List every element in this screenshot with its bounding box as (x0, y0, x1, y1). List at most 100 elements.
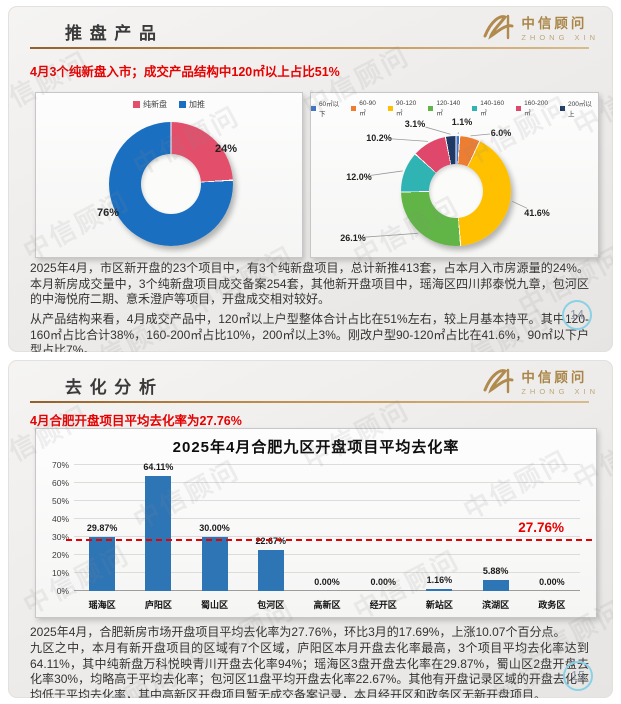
donut-panel-new-vs-additional: 纯新盘 加推 24% 76% (35, 92, 303, 258)
legend-label: 200㎡以上 (568, 101, 592, 118)
bar-column: 0.00% 经开区 (355, 465, 411, 610)
slide2-paragraph-2: 九区之中，本月有新开盘项目的区域有7个区域，庐阳区本月开盘去化率最高，3个项目平… (30, 641, 589, 698)
donut-leader-lines (363, 126, 528, 238)
legend-swatch (311, 105, 316, 111)
x-axis-category-label: 经开区 (369, 600, 397, 610)
legend-label: 60㎡以下 (318, 101, 340, 118)
x-axis-category-label: 高新区 (313, 600, 341, 610)
gridline (74, 572, 580, 573)
legend-swatch (133, 101, 140, 108)
bar-value-label: 0.00% (539, 577, 565, 587)
legend-swatch (516, 105, 522, 111)
donut-value-label: 24% (214, 143, 238, 155)
donut-value-label: 1.1% (451, 117, 473, 127)
donut-hole (429, 164, 483, 218)
legend-label: 90-120㎡ (396, 99, 417, 117)
title-underline (30, 47, 589, 49)
bar-chart-panel: 2025年4月合肥九区开盘项目平均去化率 0% 10% 20% 30% 40% 50% 60… (35, 428, 597, 618)
legend-swatch (388, 105, 393, 111)
bar (201, 537, 228, 591)
x-axis-category-label: 新站区 (425, 600, 453, 610)
y-axis-tick-label: 70% (51, 460, 69, 470)
gridline (74, 590, 580, 591)
legend-item: 160-200㎡ (516, 98, 554, 118)
bars-container: 29.87% 瑶海区 64.11% 庐阳区 30.00% 蜀山区 22.67% 包河区 0.00… (74, 461, 580, 610)
bar-value-label: 1.16% (426, 574, 453, 585)
x-axis-category-label: 瑶海区 (88, 600, 116, 610)
bar-column: 29.87% 瑶海区 (74, 465, 130, 610)
donut-value-label: 76% (96, 207, 120, 219)
y-axis-tick-label: 40% (51, 514, 69, 524)
legend-item: 140-160㎡ (472, 98, 510, 118)
average-line (66, 539, 592, 542)
y-axis-tick-label: 20% (51, 550, 69, 560)
y-axis-tick-label: 30% (51, 532, 69, 542)
slide1-title: 推盘产品 (65, 24, 164, 43)
legend-swatch (351, 105, 357, 111)
logo-name: 中信顾问 (521, 370, 588, 385)
slide2-title: 去化分析 (65, 378, 164, 397)
legend-item: 200㎡以上 (560, 98, 598, 118)
legend-swatch (472, 105, 478, 111)
bar (89, 537, 116, 591)
donut2-legend: 60㎡以下 60-90㎡ 90-120㎡ 120-140㎡ 140-160㎡ 160-20… (311, 98, 598, 118)
donut-chart-area-structure: 1.1% 6.0% 41.6% 26.1% 12.0% 10.2% 3.1% (311, 93, 598, 257)
bar-column: 30.00% 蜀山区 (186, 465, 242, 610)
bar-value-label: 0.00% (314, 577, 340, 587)
bar-value-label: 64.11% (143, 461, 174, 472)
gridline (74, 500, 580, 501)
y-axis-tick-label: 60% (51, 478, 69, 488)
bar-value-label: 30.00% (199, 523, 230, 533)
x-axis-category-label: 政务区 (538, 600, 566, 610)
bar (145, 475, 172, 591)
donut-value-label: 12.0% (346, 172, 372, 182)
bar-chart-title: 2025年4月合肥九区开盘项目平均去化率 (172, 439, 460, 456)
zhongxin-logo: 中信顾问 ZHONG XIN (482, 366, 599, 396)
slide1-paragraph-2: 从产品结构来看，4月成交产品中，120㎡以上户型整体合计占比在51%左右，较上月… (30, 312, 589, 352)
logo-name: 中信顾问 (521, 16, 588, 31)
bar-column: 1.16% 新站区 (411, 465, 467, 610)
bar (426, 588, 453, 591)
legend-label: 140-160㎡ (480, 99, 505, 117)
legend-label: 120-140㎡ (436, 99, 461, 117)
gridline (74, 536, 580, 537)
donut1-legend: 纯新盘 加推 (36, 99, 302, 110)
legend-label: 60-90㎡ (359, 99, 376, 117)
title-underline (30, 401, 589, 403)
donut-panel-area-structure: 60㎡以下 60-90㎡ 90-120㎡ 120-140㎡ 140-160㎡ 160-20… (310, 92, 599, 258)
bar (257, 550, 284, 591)
page-number-badge: 15 (563, 661, 593, 691)
bar-column: 0.00% 高新区 (299, 465, 355, 610)
bar-column: 0.00% 政务区 (524, 465, 580, 610)
slide1-key-finding: 4月3个纯新盘入市；成交产品结构中120㎡以上占比51% (30, 65, 340, 79)
donut-value-label: 41.6% (524, 208, 550, 218)
legend-item: 60-90㎡ (351, 98, 382, 118)
logo-subname: ZHONG XIN (521, 387, 599, 396)
bar-value-label: 0.00% (370, 577, 396, 587)
legend-swatch (428, 105, 434, 111)
legend-label: 160-200㎡ (524, 99, 548, 117)
x-axis-category-label: 庐阳区 (144, 600, 172, 610)
zhongxin-logo: 中信顾问 ZHONG XIN (482, 12, 599, 42)
y-axis-tick-label: 0% (56, 586, 69, 596)
bar-value-label: 22.67% (255, 536, 287, 547)
donut-hole (141, 154, 201, 214)
gridline (74, 464, 580, 465)
legend-label: 加推 (189, 100, 205, 109)
bar-value-label: 5.88% (482, 566, 509, 577)
logo-subname: ZHONG XIN (521, 33, 599, 42)
slide1-paragraph-1: 2025年4月，市区新开盘的23个项目中，有3个纯新盘项目，总计新推413套，占… (30, 261, 589, 306)
bar-column: 5.88% 滨湖区 (468, 465, 524, 610)
legend-swatch (179, 101, 186, 108)
zhongxin-logo-mark (483, 368, 514, 394)
bar-chart-plot: 0% 10% 20% 30% 40% 50% 60% 70% 29.87% 瑶海区 64.11% 庐阳… (52, 460, 592, 610)
gridline (74, 518, 580, 519)
legend-item: 纯新盘 (133, 99, 167, 110)
slide2-paragraph-1: 2025年4月，合肥新房市场开盘项目平均去化率为27.76%，环比3月的17.6… (30, 625, 566, 639)
legend-item: 加推 (179, 99, 205, 110)
donut-value-label: 3.1% (404, 119, 426, 129)
zhongxin-logo-text: 中信顾问 ZHONG XIN (521, 366, 599, 396)
x-axis-category-label: 滨湖区 (482, 600, 510, 610)
x-axis-category-label: 蜀山区 (201, 600, 229, 610)
